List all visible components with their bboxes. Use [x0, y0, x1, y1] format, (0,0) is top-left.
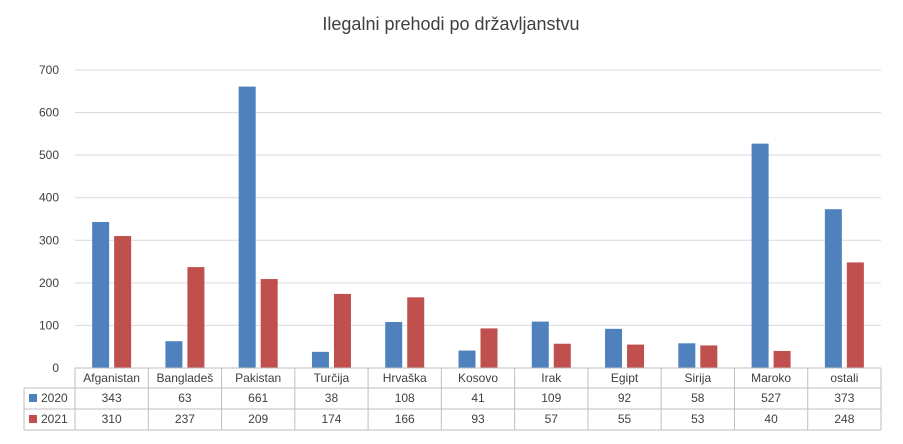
data-label-2020: 92: [618, 391, 632, 405]
x-tick-label: Kosovo: [458, 371, 498, 385]
data-label-2021: 166: [395, 412, 415, 426]
bar-2021-maroko: [773, 350, 791, 368]
y-tick-label: 500: [39, 148, 59, 162]
data-label-2021: 55: [618, 412, 632, 426]
x-tick-label: ostali: [830, 371, 858, 385]
bar-2021-bangladeš: [187, 267, 205, 368]
x-tick-label: Sirija: [684, 371, 711, 385]
bar-2021-hrvaška: [407, 297, 425, 368]
legend-key-2020: [29, 394, 37, 402]
bars: [92, 86, 864, 369]
x-tick-label: Hrvaška: [383, 371, 427, 385]
x-tick-label: Irak: [541, 371, 562, 385]
x-tick-label: Turčija: [314, 371, 350, 385]
data-label-2021: 248: [834, 412, 854, 426]
y-tick-label: 400: [39, 191, 59, 205]
bar-2020-maroko: [751, 143, 769, 368]
data-label-2020: 661: [248, 391, 268, 405]
x-tick-label: Maroko: [751, 371, 791, 385]
data-label-2021: 57: [545, 412, 559, 426]
data-label-2020: 527: [761, 391, 781, 405]
y-axis-ticks: 0 100 200 300 400 500 600 700: [39, 63, 59, 375]
data-label-2021: 93: [471, 412, 485, 426]
x-tick-label: Afganistan: [83, 371, 140, 385]
grid: [75, 69, 881, 326]
bar-2021-pakistan: [260, 279, 278, 368]
y-tick-label: 600: [39, 106, 59, 120]
data-label-2020: 108: [395, 391, 415, 405]
bar-2021-sirija: [700, 345, 718, 368]
y-tick-label: 200: [39, 276, 59, 290]
bar-2021-irak: [553, 343, 571, 368]
data-label-2020: 58: [691, 391, 705, 405]
data-label-2020: 373: [834, 391, 854, 405]
bar-2020-pakistan: [238, 86, 256, 369]
bar-2021-afganistan: [114, 236, 132, 368]
data-label-2021: 174: [321, 412, 341, 426]
x-tick-label: Bangladeš: [157, 371, 214, 385]
data-label-2021: 53: [691, 412, 705, 426]
bar-2021-turčija: [333, 293, 351, 368]
data-label-2021: 310: [102, 412, 122, 426]
data-label-2021: 209: [248, 412, 268, 426]
data-label-2020: 63: [178, 391, 192, 405]
data-label-2020: 41: [471, 391, 485, 405]
y-tick-label: 300: [39, 233, 59, 247]
bar-2020-bangladeš: [165, 341, 183, 368]
bar-2020-hrvaška: [385, 322, 403, 368]
legend-label-2020: 2020: [41, 391, 68, 405]
y-tick-label: 0: [52, 361, 59, 375]
data-table: Afganistan Bangladeš Pakistan Turčija Hrvašk…: [23, 367, 882, 431]
data-label-2021: 40: [764, 412, 778, 426]
y-tick-label: 700: [39, 63, 59, 77]
bar-2021-kosovo: [480, 328, 498, 368]
data-label-2020: 38: [325, 391, 339, 405]
bar-2020-irak: [531, 321, 549, 368]
x-tick-label: Egipt: [611, 371, 639, 385]
data-label-2020: 343: [102, 391, 122, 405]
bar-2020-turčija: [311, 351, 329, 368]
bar-2020-ostali: [824, 209, 842, 368]
legend-label-2021: 2021: [41, 412, 68, 426]
data-label-2020: 109: [541, 391, 561, 405]
bar-2021-ostali: [846, 262, 864, 368]
x-tick-label: Pakistan: [235, 371, 281, 385]
bar-2020-afganistan: [92, 221, 110, 368]
bar-2020-egipt: [605, 328, 623, 368]
chart-title: Ilegalni prehodi po državljanstvu: [322, 14, 579, 34]
bar-2020-sirija: [678, 343, 696, 368]
bar-2020-kosovo: [458, 350, 476, 368]
y-tick-label: 100: [39, 318, 59, 332]
bar-2021-egipt: [627, 344, 645, 368]
legend-key-2021: [29, 415, 37, 423]
data-label-2021: 237: [175, 412, 195, 426]
